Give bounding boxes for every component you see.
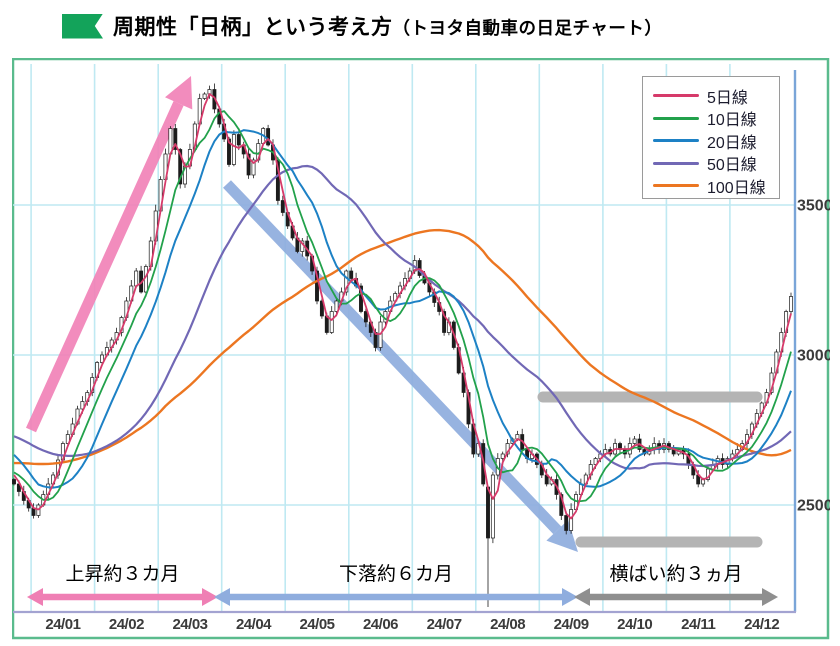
- uptrend-arrow: [25, 76, 193, 433]
- legend-swatch: [653, 94, 699, 97]
- phase-label: 横ばい約３ヵ月: [609, 563, 742, 585]
- svg-text:2500: 2500: [797, 498, 830, 515]
- svg-text:24/06: 24/06: [363, 616, 398, 633]
- legend-item: 20日線: [653, 131, 779, 152]
- title-flag-icon: [62, 13, 103, 39]
- phase-label: 上昇約３カ月: [65, 563, 179, 585]
- svg-text:24/04: 24/04: [236, 616, 272, 633]
- legend-swatch: [653, 161, 699, 165]
- x-axis-labels: 24/01 24/02 24/03 24/04 24/05 24/06 24/07 24/08…: [45, 616, 779, 633]
- legend-label: 100日線: [707, 179, 766, 197]
- ma-line-5: [13, 93, 792, 520]
- svg-text:24/08: 24/08: [490, 616, 525, 633]
- phase-arrows: 上昇約３カ月 下落約６カ月 横ばい約３ヵ月: [27, 563, 778, 606]
- legend-label: 5日線: [707, 89, 748, 107]
- phase-label: 下落約６カ月: [339, 563, 453, 585]
- svg-text:24/03: 24/03: [172, 616, 207, 633]
- legend-swatch: [653, 139, 699, 142]
- ma-line-50: [13, 164, 792, 470]
- page-title: 周期性「日柄」という考え方（トヨタ自動車の日足チャート）: [113, 11, 662, 41]
- svg-text:24/02: 24/02: [109, 616, 144, 633]
- legend-label: 10日線: [707, 112, 757, 129]
- legend-swatch: [653, 184, 699, 187]
- svg-text:24/09: 24/09: [554, 616, 589, 633]
- candles: [12, 83, 793, 607]
- svg-text:3000: 3000: [797, 348, 830, 365]
- chart-header: 周期性「日柄」という考え方（トヨタ自動車の日足チャート）: [62, 11, 662, 41]
- svg-text:24/10: 24/10: [617, 616, 652, 633]
- legend-item: 10日線: [653, 109, 779, 129]
- ma-line-20: [13, 129, 792, 489]
- svg-text:3500: 3500: [797, 198, 830, 215]
- svg-text:24/01: 24/01: [45, 616, 80, 633]
- chart-legend: 5日線 10日線 20日線 50日線 100日線: [642, 76, 780, 199]
- legend-label: 20日線: [707, 134, 757, 152]
- svg-text:24/05: 24/05: [299, 616, 334, 633]
- svg-text:24/12: 24/12: [744, 616, 779, 633]
- legend-label: 50日線: [707, 157, 757, 174]
- legend-item: 50日線: [653, 154, 779, 174]
- page-title-sub: （トヨタ自動車の日足チャート）: [392, 18, 663, 38]
- range-bars: [537, 391, 763, 548]
- ma-line-100: [14, 228, 792, 466]
- svg-text:24/11: 24/11: [681, 616, 715, 633]
- legend-swatch: [653, 116, 699, 120]
- gridlines: [13, 64, 795, 612]
- y-axis-labels: 3500 3000 2500: [797, 198, 830, 515]
- svg-text:24/07: 24/07: [427, 616, 462, 633]
- legend-item: 100日線: [653, 176, 779, 197]
- legend-item: 5日線: [653, 86, 779, 107]
- page-title-main: 周期性「日柄」という考え方: [113, 16, 393, 39]
